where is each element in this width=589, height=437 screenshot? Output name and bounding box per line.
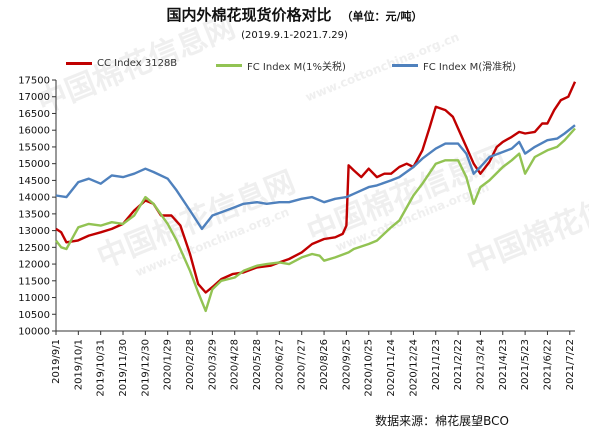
x-tick-label: 2019/10/31: [96, 339, 107, 397]
series-line-0: [55, 81, 577, 294]
x-tick-label: 2020/9/25: [341, 339, 352, 390]
series-line-1: [55, 127, 576, 313]
legend-item-cc: CC Index 3128B: [66, 58, 177, 69]
chart-date-range: (2019.9.1-2021.7.29): [241, 30, 348, 41]
y-tick-label: 15500: [18, 142, 50, 153]
y-tick-label: 14500: [18, 176, 50, 187]
x-tick-label: 2020/7/27: [297, 339, 308, 390]
x-tick-label: 2021/4/23: [498, 339, 509, 390]
legend-swatch-fc2: [392, 64, 418, 67]
series-line-2: [55, 124, 576, 231]
legend-item-fc2: FC Index M(滑准税): [392, 58, 516, 73]
legend-label-fc2: FC Index M(滑准税): [423, 62, 517, 73]
x-tick-label: 2020/12/24: [408, 339, 419, 397]
x-tick-label: 2020/1/29: [163, 339, 174, 390]
y-tick-label: 12500: [18, 243, 50, 254]
y-tick-label: 12000: [18, 260, 50, 271]
y-tick-label: 13000: [18, 226, 50, 237]
x-tick-label: 2021/6/22: [542, 339, 553, 390]
y-tick-label: 11000: [18, 293, 50, 304]
y-tick-label: 10000: [18, 327, 50, 338]
x-tick-label: 2019/12/30: [140, 339, 151, 397]
y-tick-label: 14000: [18, 193, 50, 204]
y-tick-label: 17000: [18, 92, 50, 103]
legend-swatch-fc1: [216, 64, 242, 67]
x-tick-label: 2020/8/26: [319, 339, 330, 390]
chart-title-text: 国内外棉花现货价格对比: [166, 6, 332, 24]
x-tick-label: 2020/4/28: [230, 339, 241, 390]
legend-item-fc1: FC Index M(1%关税): [216, 58, 346, 73]
y-tick-label: 10500: [18, 310, 50, 321]
y-tick-label: 15000: [18, 159, 50, 170]
y-tick-label: 17500: [18, 76, 50, 87]
legend-swatch-cc: [66, 62, 92, 65]
x-tick-label: 2019/9/1: [51, 339, 62, 384]
x-tick-label: 2020/5/28: [252, 339, 263, 390]
legend-label-fc1: FC Index M(1%关税): [247, 62, 346, 73]
x-tick-label: 2020/3/29: [207, 339, 218, 390]
y-tick-label: 11500: [18, 276, 50, 287]
legend-label-cc: CC Index 3128B: [97, 58, 178, 69]
x-tick-label: 2020/2/28: [185, 339, 196, 390]
chart-title: 国内外棉花现货价格对比 （单位：元/吨）: [0, 4, 589, 25]
data-source: 数据来源：棉花展望BCO: [375, 414, 509, 428]
x-tick-label: 2021/1/23: [431, 339, 442, 390]
chart-unit: （单位：元/吨）: [341, 10, 423, 23]
y-tick-label: 16500: [18, 109, 50, 120]
y-tick-label: 16000: [18, 126, 50, 137]
x-tick-label: 2021/5/23: [520, 339, 531, 390]
x-tick-label: 2020/6/27: [274, 339, 285, 390]
x-tick-label: 2020/11/24: [386, 339, 397, 397]
x-tick-label: 2021/7/22: [565, 339, 576, 390]
y-tick-label: 13500: [18, 209, 50, 220]
x-tick-label: 2020/10/25: [364, 339, 375, 397]
x-tick-label: 2019/11/30: [118, 339, 129, 397]
x-tick-label: 2021/3/24: [475, 339, 486, 390]
x-tick-label: 2021/2/22: [453, 339, 464, 390]
x-tick-label: 2019/10/1: [73, 339, 84, 390]
